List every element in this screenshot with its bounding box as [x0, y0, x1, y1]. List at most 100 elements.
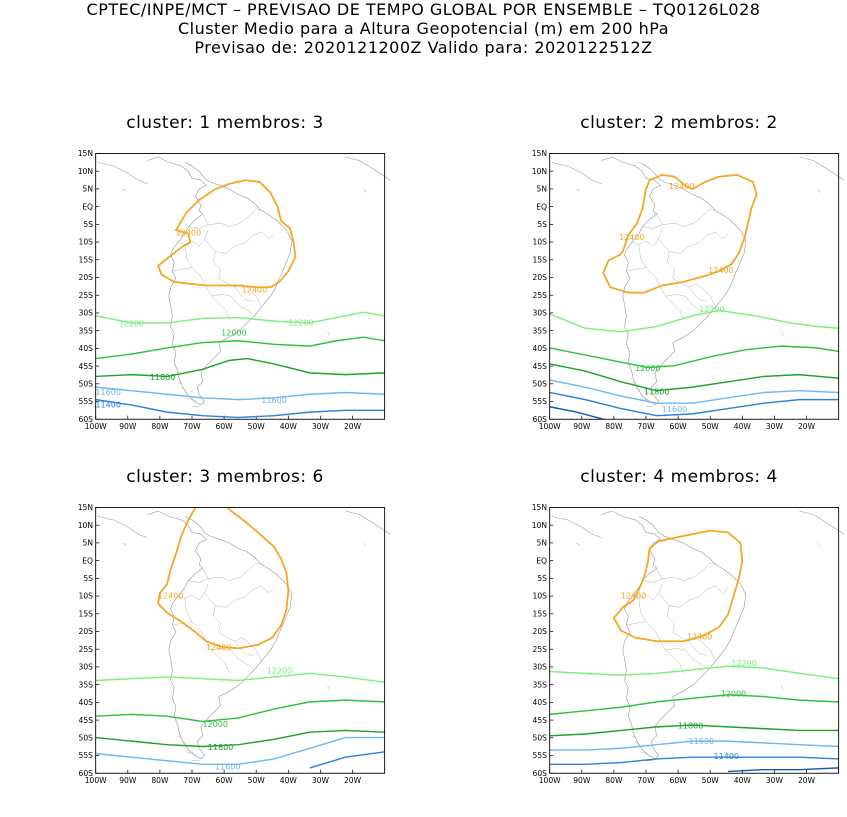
contour-11400 — [549, 756, 839, 766]
lat-label: 45S — [79, 716, 94, 725]
contour-label: 12400 — [708, 266, 734, 275]
lat-label: 40S — [79, 698, 94, 707]
contour-12000 — [95, 336, 385, 360]
lat-label: 35S — [533, 680, 548, 689]
contour-11600 — [95, 386, 385, 401]
lon-label: 80W — [605, 422, 623, 431]
latitude-ticks: 15N 10N 5N EQ 5S 10S 15S 20S 25S 30S 35S 40S 45S 50S 5… — [78, 503, 100, 778]
lat-label: 55S — [79, 397, 94, 406]
lat-label: 35S — [79, 680, 94, 689]
islands — [177, 381, 200, 407]
map-cluster-1: 15N 10N 5N EQ 5S 10S 15S 20S 25S 30S 35S 40S 45S 50S 5… — [78, 149, 391, 431]
contour-label: 11600 — [95, 388, 121, 397]
map-cluster-3: 15N 10N 5N EQ 5S 10S 15S 20S 25S 30S 35S 40S 45S 50S 5… — [78, 503, 391, 785]
contour-label: 11800 — [150, 373, 176, 382]
contour-label: 12200 — [731, 659, 757, 668]
lat-label: 10N — [532, 167, 547, 176]
lat-label: 15N — [532, 149, 547, 158]
contour-11400 — [309, 751, 385, 769]
lat-label: 10S — [533, 592, 548, 601]
panel-title: cluster: 1 membros: 3 — [126, 113, 324, 133]
islands — [177, 735, 200, 761]
coastline — [97, 156, 391, 406]
contour-label: 11600 — [215, 763, 241, 772]
contour-label: 12000 — [221, 328, 247, 337]
lon-label: 100W — [539, 776, 561, 785]
lon-label: 70W — [637, 776, 655, 785]
figure-header: CPTEC/INPE/MCT – PREVISAO DE TEMPO GLOBA… — [0, 0, 847, 57]
lat-label: 55S — [79, 751, 94, 760]
contour-label: 12400 — [158, 591, 184, 600]
contour-label: 12200 — [119, 319, 145, 328]
lat-label: 50S — [533, 379, 548, 388]
contour-label: 11400 — [95, 401, 121, 410]
lat-label: 5S — [537, 574, 547, 583]
lon-label: 40W — [734, 422, 752, 431]
lon-label: 100W — [539, 422, 561, 431]
lat-label: 30S — [79, 663, 94, 672]
contour-12200 — [95, 311, 385, 324]
lat-label: 20S — [533, 627, 548, 636]
panel-cluster-2: cluster: 2 membros: 2 15N 10N 5N EQ 5S 10S 15S… — [514, 113, 845, 463]
contour-12200 — [549, 665, 839, 680]
contour-12400 — [612, 529, 744, 643]
lat-label: EQ — [82, 202, 93, 211]
lat-label: EQ — [536, 202, 547, 211]
contour-label: 12000 — [202, 720, 228, 729]
lat-label: 30S — [533, 309, 548, 318]
lat-label: 5S — [83, 220, 93, 229]
contour-label: 11800 — [678, 722, 704, 731]
lon-label: 60W — [216, 422, 234, 431]
contour-label: 12400 — [669, 182, 695, 191]
lat-label: 60S — [79, 415, 94, 424]
longitude-ticks: 100W 90W 80W 70W 60W 50W 40W 30W 20W — [85, 769, 362, 785]
panel-title: cluster: 3 membros: 6 — [126, 467, 324, 487]
lat-label: 55S — [533, 751, 548, 760]
lat-label: 15S — [533, 255, 548, 264]
contour-11800 — [95, 357, 385, 378]
lon-label: 50W — [702, 776, 720, 785]
panel-title: cluster: 4 membros: 4 — [580, 467, 778, 487]
header-line-1: CPTEC/INPE/MCT – PREVISAO DE TEMPO GLOBA… — [86, 0, 761, 19]
lat-label: 55S — [533, 397, 548, 406]
contour-12400 — [602, 173, 758, 294]
contour-11800 — [549, 724, 839, 737]
lat-label: EQ — [536, 556, 547, 565]
islands — [631, 735, 654, 761]
contour-12000 — [549, 345, 839, 369]
lat-label: 5N — [537, 539, 548, 548]
lat-label: 60S — [533, 415, 548, 424]
lat-label: 20S — [79, 627, 94, 636]
lat-label: 30S — [533, 663, 548, 672]
lon-label: 60W — [670, 422, 688, 431]
lon-label: 70W — [183, 422, 201, 431]
contour-11600 — [549, 379, 839, 404]
panel-cluster-3: cluster: 3 membros: 6 15N 10N 5N EQ 5S 10S 15S… — [60, 467, 391, 817]
lon-label: 30W — [766, 422, 784, 431]
longitude-ticks: 100W 90W 80W 70W 60W 50W 40W 30W 20W — [539, 415, 816, 431]
lat-label: 20S — [79, 273, 94, 282]
lon-label: 60W — [670, 776, 688, 785]
contour-11400 — [549, 391, 839, 417]
contour-11400 — [95, 398, 385, 419]
lat-label: 15N — [78, 503, 93, 512]
lat-label: 5N — [537, 185, 548, 194]
lon-label: 20W — [344, 422, 362, 431]
contour-11200 — [549, 406, 604, 420]
lon-label: 90W — [119, 422, 137, 431]
lon-label: 40W — [734, 776, 752, 785]
map-frame — [549, 507, 840, 774]
contour-label: 12200 — [699, 305, 725, 314]
contour-12200 — [95, 672, 385, 683]
header-line-2: Cluster Medio para a Altura Geopotencial… — [177, 19, 670, 38]
country-borders — [626, 562, 729, 674]
lon-label: 20W — [798, 776, 816, 785]
lat-label: 60S — [79, 769, 94, 778]
lon-label: 60W — [216, 776, 234, 785]
lon-label: 80W — [605, 776, 623, 785]
lat-label: 15S — [79, 255, 94, 264]
lat-label: 50S — [79, 379, 94, 388]
lon-label: 70W — [637, 422, 655, 431]
contour-label: 11800 — [208, 743, 234, 752]
lon-label: 80W — [151, 422, 169, 431]
